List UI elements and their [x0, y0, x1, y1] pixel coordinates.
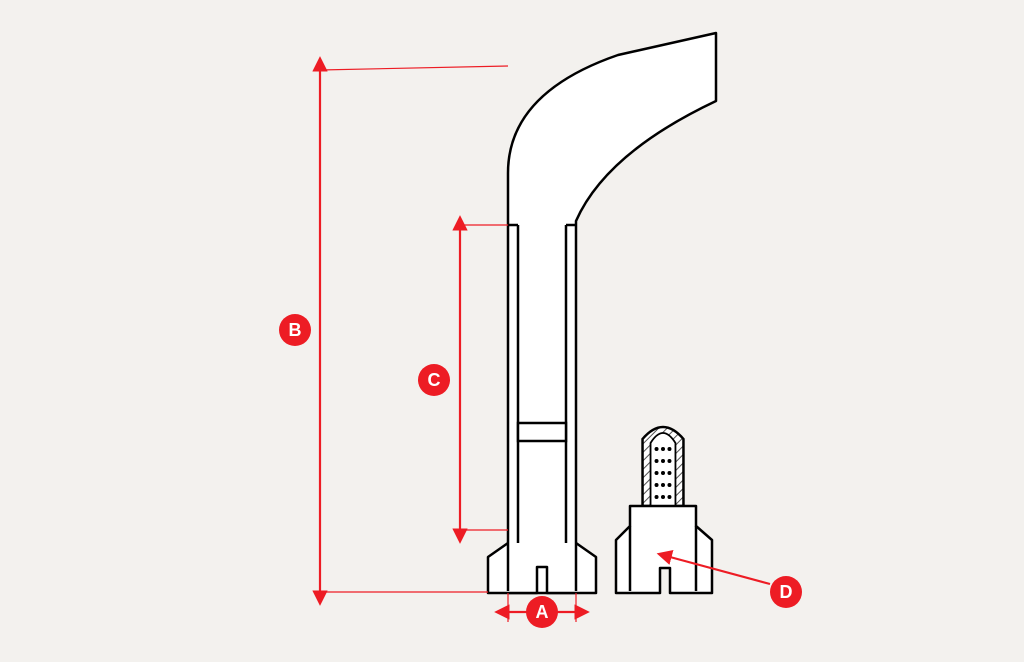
marker-c-label: C [428, 370, 441, 390]
technical-diagram: B C A D [0, 0, 1024, 662]
marker-a: A [526, 596, 558, 628]
marker-d: D [770, 576, 802, 608]
marker-b: B [279, 314, 311, 346]
marker-d-label: D [780, 582, 793, 602]
marker-a-label: A [536, 602, 549, 622]
marker-c: C [418, 364, 450, 396]
marker-b-label: B [289, 320, 302, 340]
